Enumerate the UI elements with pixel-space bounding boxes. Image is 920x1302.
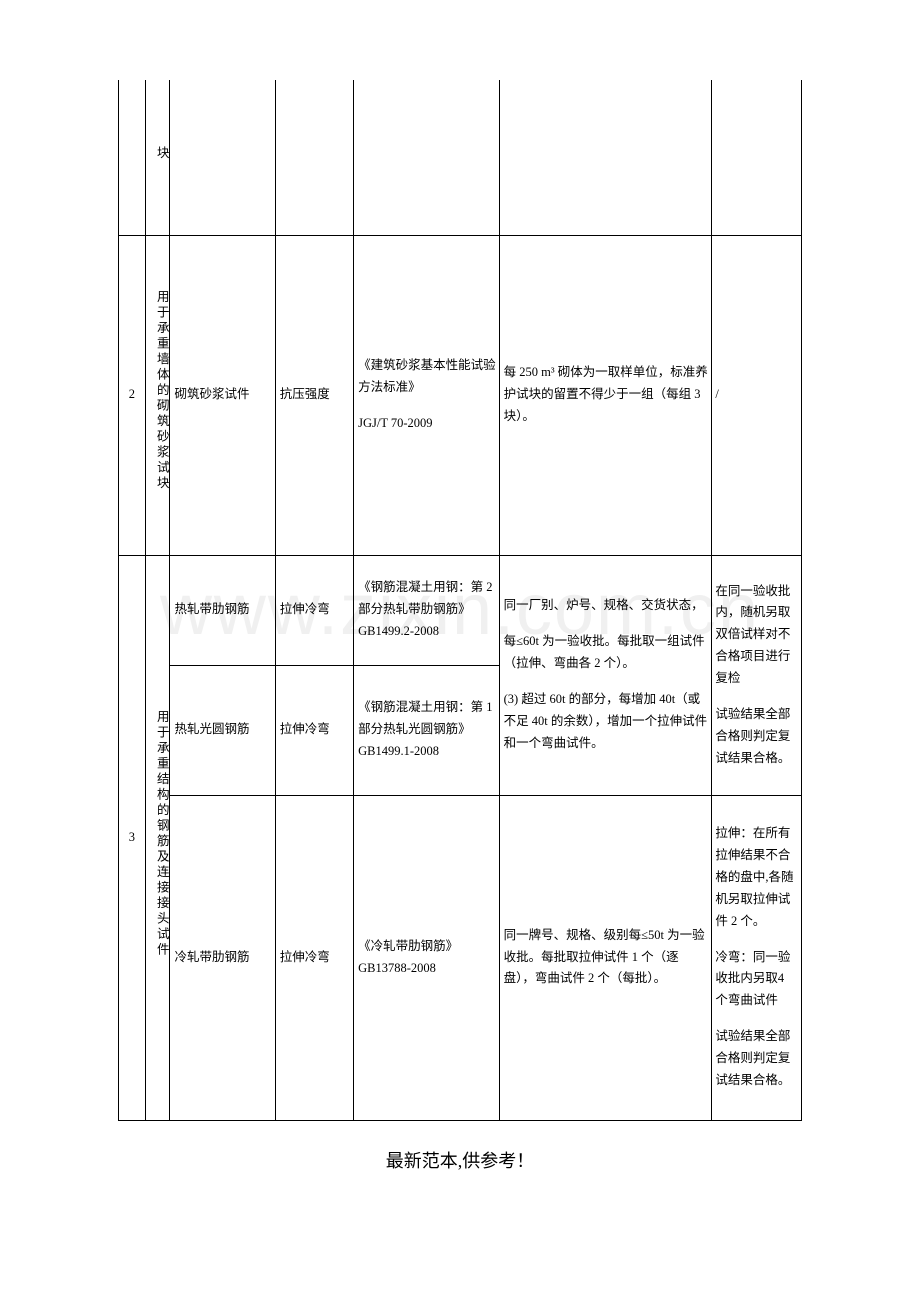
recheck-p: 拉伸：在所有拉伸结果不合格的盘中,各随机另取拉伸试件 2 个。 xyxy=(715,823,799,932)
cell-item xyxy=(170,80,275,235)
standard-code: JGJ/T 70-2009 xyxy=(358,413,496,435)
standard-title: 《钢筋混凝土用钢：第 1 部分热轧光圆钢筋》 xyxy=(358,697,496,741)
cell-category: 用于承重结构的钢筋及连接接头试件 xyxy=(145,555,170,1120)
cell-category: 块 xyxy=(145,80,170,235)
table-row: 2 用于承重墙体的砌筑砂浆试块 砌筑砂浆试件 抗压强度 《建筑砂浆基本性能试验方… xyxy=(119,235,802,555)
cell-standard xyxy=(354,80,500,235)
cell-param: 抗压强度 xyxy=(275,235,353,555)
cell-item: 热轧光圆钢筋 xyxy=(170,665,275,795)
cell-recheck: 在同一验收批内，随机另取双倍试样对不合格项目进行复检 试验结果全部合格则判定复试… xyxy=(712,555,802,795)
sampling-p: 每≤60t 为一验收批。每批取一组试件（拉伸、弯曲各 2 个）。 xyxy=(504,631,709,675)
standards-table: 块 2 用于承重墙体的砌筑砂浆试块 砌筑砂浆试件 抗压强度 《建筑砂浆基本性能试… xyxy=(118,80,802,1121)
recheck-p: 试验结果全部合格则判定复试结果合格。 xyxy=(715,704,799,770)
cell-sampling: 同一厂别、炉号、规格、交货状态， 每≤60t 为一验收批。每批取一组试件（拉伸、… xyxy=(499,555,712,795)
recheck-p: 试验结果全部合格则判定复试结果合格。 xyxy=(715,1026,799,1092)
cell-recheck: 拉伸：在所有拉伸结果不合格的盘中,各随机另取拉伸试件 2 个。 冷弯：同一验收批… xyxy=(712,795,802,1120)
page-container: www.zixin.com.cn 块 2 用于承重墙体的砌筑砂浆试块 砌筑砂浆试… xyxy=(0,0,920,1173)
cell-item: 冷轧带肋钢筋 xyxy=(170,795,275,1120)
standard-title: 《冷轧带肋钢筋》 xyxy=(358,936,496,958)
cell-standard: 《钢筋混凝土用钢：第 1 部分热轧光圆钢筋》 GB1499.1-2008 xyxy=(354,665,500,795)
recheck-p: 冷弯：同一验收批内另取4 个弯曲试件 xyxy=(715,947,799,1013)
sampling-p: (3) 超过 60t 的部分，每增加 40t（或不足 40t 的余数），增加一个… xyxy=(504,689,709,755)
cell-idx xyxy=(119,80,146,235)
cell-recheck: / xyxy=(712,235,802,555)
cell-sampling: 每 250 m³ 砌体为一取样单位，标准养护试块的留置不得少于一组（每组 3 块… xyxy=(499,235,712,555)
cell-idx: 3 xyxy=(119,555,146,1120)
standard-code: GB1499.2-2008 xyxy=(358,621,496,643)
standard-code: GB1499.1-2008 xyxy=(358,741,496,763)
cell-sampling: 同一牌号、规格、级别每≤50t 为一验收批。每批取拉伸试件 1 个（逐盘），弯曲… xyxy=(499,795,712,1120)
page-footer: 最新范本,供参考！ xyxy=(118,1147,802,1173)
cell-param: 拉伸冷弯 xyxy=(275,555,353,665)
table-row: 3 用于承重结构的钢筋及连接接头试件 热轧带肋钢筋 拉伸冷弯 《钢筋混凝土用钢：… xyxy=(119,555,802,665)
recheck-p: 在同一验收批内，随机另取双倍试样对不合格项目进行复检 xyxy=(715,581,799,690)
standard-code: GB13788-2008 xyxy=(358,958,496,980)
sampling-p: 同一厂别、炉号、规格、交货状态， xyxy=(504,595,709,617)
cell-param: 拉伸冷弯 xyxy=(275,795,353,1120)
cell-param xyxy=(275,80,353,235)
cell-standard: 《钢筋混凝土用钢：第 2 部分热轧带肋钢筋》 GB1499.2-2008 xyxy=(354,555,500,665)
standard-title: 《钢筋混凝土用钢：第 2 部分热轧带肋钢筋》 xyxy=(358,577,496,621)
cell-item: 砌筑砂浆试件 xyxy=(170,235,275,555)
cell-standard: 《建筑砂浆基本性能试验方法标准》 JGJ/T 70-2009 xyxy=(354,235,500,555)
cell-category: 用于承重墙体的砌筑砂浆试块 xyxy=(145,235,170,555)
cell-recheck xyxy=(712,80,802,235)
cell-idx: 2 xyxy=(119,235,146,555)
standard-title: 《建筑砂浆基本性能试验方法标准》 xyxy=(358,355,496,399)
cell-item: 热轧带肋钢筋 xyxy=(170,555,275,665)
cell-standard: 《冷轧带肋钢筋》 GB13788-2008 xyxy=(354,795,500,1120)
cell-param: 拉伸冷弯 xyxy=(275,665,353,795)
cell-sampling xyxy=(499,80,712,235)
table-row: 块 xyxy=(119,80,802,235)
table-row: 冷轧带肋钢筋 拉伸冷弯 《冷轧带肋钢筋》 GB13788-2008 同一牌号、规… xyxy=(119,795,802,1120)
